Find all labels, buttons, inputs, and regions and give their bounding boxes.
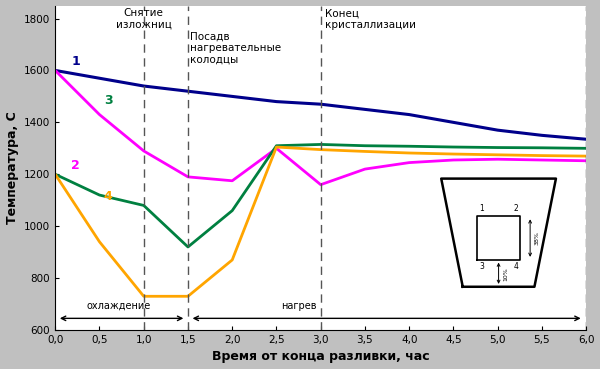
Text: 3: 3 (104, 94, 113, 107)
Text: 1: 1 (71, 55, 80, 68)
Y-axis label: Температура, С: Температура, С (5, 111, 19, 224)
Text: Посадв
нагревательные
колодцы: Посадв нагревательные колодцы (190, 31, 281, 65)
Text: нагрев: нагрев (281, 301, 316, 311)
X-axis label: Время от конца разливки, час: Время от конца разливки, час (212, 351, 430, 363)
Text: Конец
кристаллизации: Конец кристаллизации (325, 8, 416, 30)
Text: 4: 4 (104, 190, 113, 203)
Text: охлаждение: охлаждение (87, 301, 151, 311)
Text: Снятие
изложниц: Снятие изложниц (116, 8, 172, 30)
Text: 2: 2 (71, 159, 80, 172)
